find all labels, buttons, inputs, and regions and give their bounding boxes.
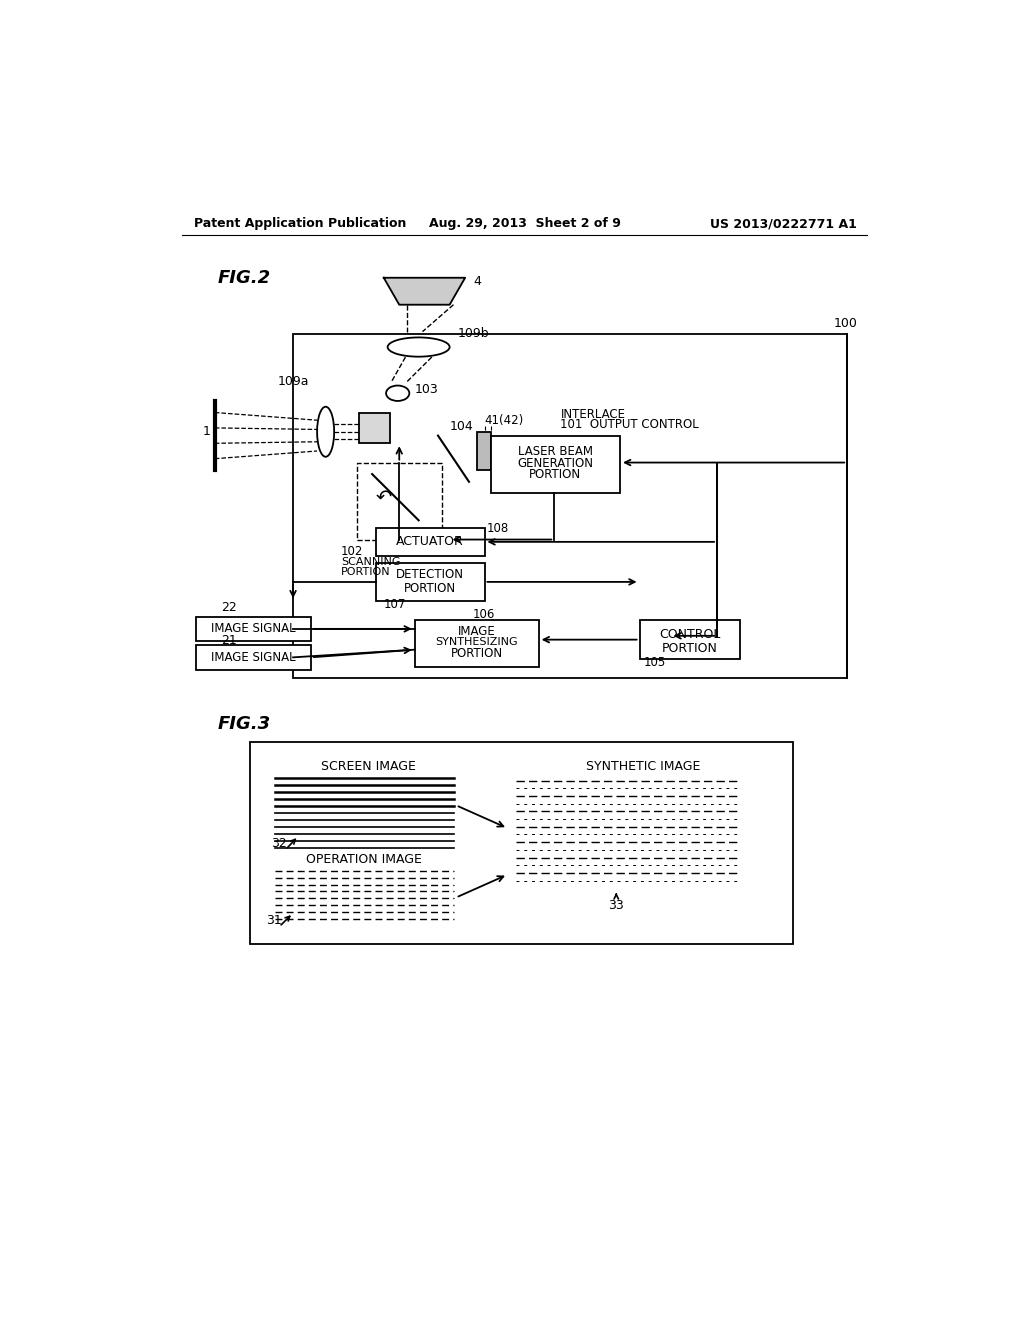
Text: Aug. 29, 2013  Sheet 2 of 9: Aug. 29, 2013 Sheet 2 of 9 — [429, 218, 621, 231]
Text: IMAGE: IMAGE — [458, 624, 496, 638]
Text: ↶: ↶ — [376, 487, 392, 507]
Ellipse shape — [317, 407, 334, 457]
Text: PORTION: PORTION — [529, 469, 581, 482]
Bar — [640, 620, 740, 659]
Text: Patent Application Publication: Patent Application Publication — [194, 218, 407, 231]
Text: 109b: 109b — [458, 327, 489, 341]
Text: CONTROL: CONTROL — [659, 628, 721, 640]
Text: 1: 1 — [203, 425, 210, 438]
Bar — [477, 432, 490, 470]
Bar — [359, 413, 390, 444]
Text: 105: 105 — [643, 656, 666, 669]
Text: OPERATION IMAGE: OPERATION IMAGE — [306, 853, 422, 866]
Text: IMAGE SIGNAL: IMAGE SIGNAL — [211, 622, 296, 635]
Bar — [293, 334, 847, 678]
Text: 106: 106 — [473, 607, 496, 620]
Bar — [490, 436, 621, 494]
Text: SYNTHESIZING: SYNTHESIZING — [435, 638, 518, 647]
Text: 100: 100 — [834, 317, 857, 330]
Text: 104: 104 — [450, 420, 473, 433]
Text: 33: 33 — [608, 899, 624, 912]
Text: 109a: 109a — [278, 375, 309, 388]
Text: 102: 102 — [341, 545, 364, 557]
Text: 41(42): 41(42) — [484, 413, 523, 426]
Text: 108: 108 — [486, 521, 509, 535]
Bar — [356, 462, 442, 540]
Bar — [376, 562, 484, 601]
Text: GENERATION: GENERATION — [517, 457, 593, 470]
Text: 103: 103 — [415, 383, 438, 396]
Text: 101  OUTPUT CONTROL: 101 OUTPUT CONTROL — [560, 418, 699, 432]
Bar — [197, 645, 311, 669]
Text: SCREEN IMAGE: SCREEN IMAGE — [321, 760, 416, 774]
Text: FIG.2: FIG.2 — [217, 269, 270, 286]
Bar — [376, 528, 484, 556]
Text: 22: 22 — [221, 601, 237, 614]
Text: FIG.3: FIG.3 — [217, 715, 270, 734]
Bar — [251, 742, 793, 944]
Ellipse shape — [388, 338, 450, 356]
Text: 21: 21 — [221, 635, 237, 647]
Text: 4: 4 — [473, 275, 480, 288]
Text: SCANNING: SCANNING — [341, 557, 400, 566]
Text: PORTION: PORTION — [451, 647, 503, 660]
Text: PORTION: PORTION — [341, 566, 391, 577]
Polygon shape — [384, 277, 465, 305]
Bar — [197, 616, 311, 642]
Text: ACTUATOR: ACTUATOR — [396, 536, 464, 548]
Text: 31: 31 — [266, 915, 282, 927]
Text: INTERLACE: INTERLACE — [560, 408, 626, 421]
Text: 107: 107 — [384, 598, 407, 611]
Ellipse shape — [386, 385, 410, 401]
Text: 32: 32 — [271, 837, 287, 850]
Text: SYNTHETIC IMAGE: SYNTHETIC IMAGE — [586, 760, 700, 774]
Text: LASER BEAM: LASER BEAM — [517, 445, 593, 458]
Bar — [415, 620, 539, 667]
Text: US 2013/0222771 A1: US 2013/0222771 A1 — [710, 218, 856, 231]
Text: PORTION: PORTION — [662, 642, 718, 655]
Text: PORTION: PORTION — [404, 582, 457, 594]
Text: DETECTION: DETECTION — [396, 568, 464, 581]
Text: IMAGE SIGNAL: IMAGE SIGNAL — [211, 651, 296, 664]
